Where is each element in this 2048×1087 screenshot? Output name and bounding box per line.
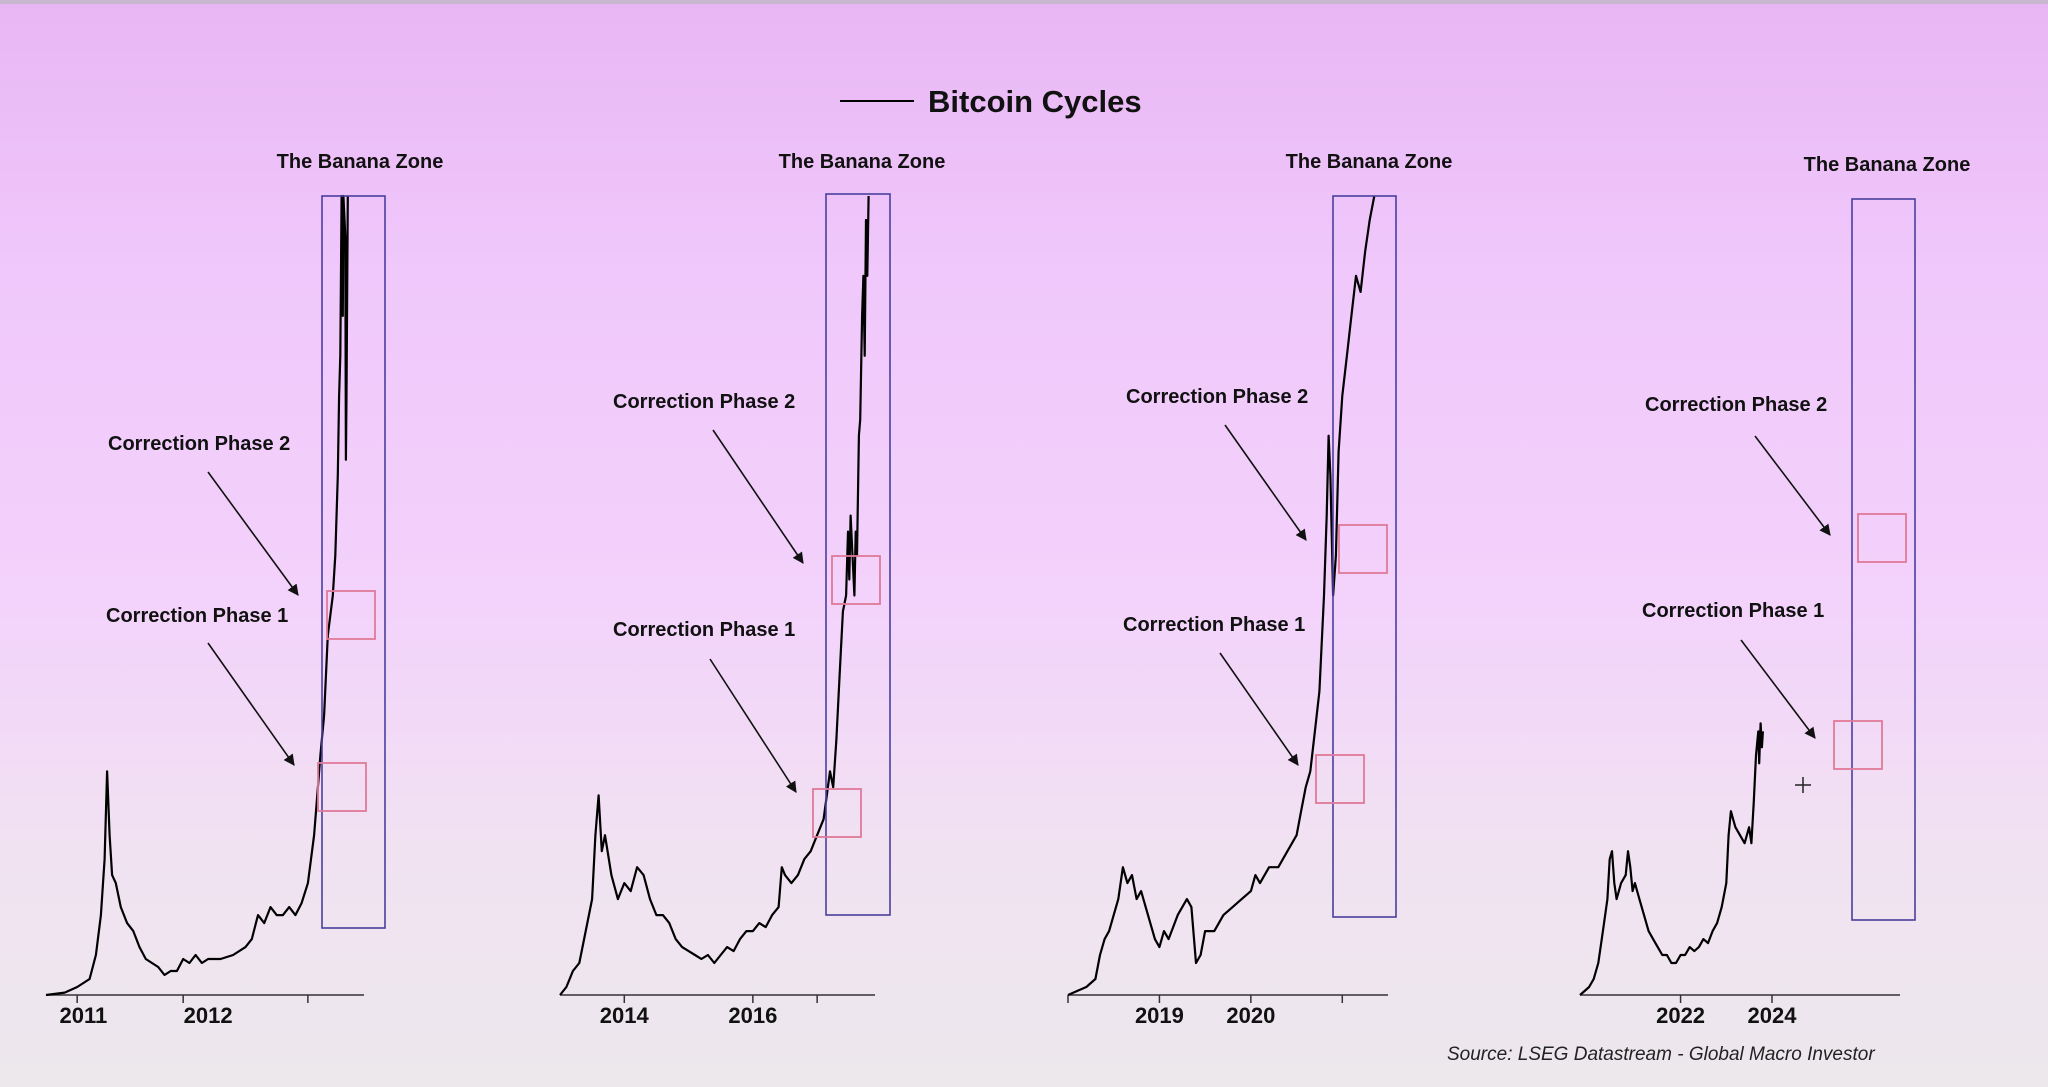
correction-phase-1-box xyxy=(317,762,367,812)
correction-phase-2-label: Correction Phase 2 xyxy=(108,433,290,455)
correction-phase-2-label: Correction Phase 2 xyxy=(1126,386,1308,408)
correction-phase-1-label: Correction Phase 1 xyxy=(1123,614,1305,636)
panel-cycle-2: 2014 2016 The Banana Zone Correction Phase … xyxy=(559,151,946,1028)
x-tick-label: 2020 xyxy=(1226,1003,1275,1028)
price-series-line xyxy=(1067,195,1376,997)
correction-phase-1-arrow xyxy=(1740,639,1816,739)
correction-phase-2-arrow xyxy=(1754,435,1831,536)
price-series-line xyxy=(559,195,870,996)
correction-phase-1-box xyxy=(1315,754,1365,804)
x-tick-label: 2012 xyxy=(184,1003,233,1028)
panel-cycle-4: 2022 2024 The Banana Zone Correction Phase … xyxy=(1579,154,1971,1028)
correction-phase-1-arrow xyxy=(709,658,797,793)
panel-cycle-3: 2019 2020 The Banana Zone Correction Phase … xyxy=(1067,151,1453,1028)
chart-title: Bitcoin Cycles xyxy=(928,84,1142,119)
crosshair-cursor-icon xyxy=(1795,777,1811,793)
correction-phase-1-label: Correction Phase 1 xyxy=(106,605,288,627)
x-tick-label: 2024 xyxy=(1748,1003,1798,1028)
x-tick-label: 2014 xyxy=(600,1003,650,1028)
correction-phase-2-arrow xyxy=(207,471,299,596)
correction-phase-1-box xyxy=(1833,720,1883,770)
chart-legend: Bitcoin Cycles xyxy=(840,84,1142,119)
banana-zone-label: The Banana Zone xyxy=(1804,154,1971,176)
correction-phase-2-box xyxy=(1857,513,1907,563)
banana-zone-box xyxy=(825,193,891,916)
correction-phase-1-box xyxy=(812,788,862,838)
correction-phase-2-box xyxy=(831,555,881,605)
x-tick-label: 2011 xyxy=(60,1003,108,1028)
x-tick-label: 2019 xyxy=(1135,1003,1184,1028)
x-tick-label: 2016 xyxy=(728,1003,777,1028)
correction-phase-2-arrow xyxy=(1224,424,1307,541)
panels: 2011 2012 The Banana Zone Correction Phase … xyxy=(45,151,1971,1028)
correction-phase-1-arrow xyxy=(1219,652,1299,766)
banana-zone-label: The Banana Zone xyxy=(1286,151,1453,173)
price-series-line xyxy=(45,194,349,997)
banana-zone-box xyxy=(1332,195,1397,918)
top-edge xyxy=(0,0,2048,4)
x-tick-label: 2022 xyxy=(1656,1003,1705,1028)
banana-zone-label: The Banana Zone xyxy=(779,151,946,173)
correction-phase-2-arrow xyxy=(712,429,804,564)
price-series-line xyxy=(1579,722,1764,996)
panel-cycle-1: 2011 2012 The Banana Zone Correction Phase … xyxy=(45,151,444,1028)
banana-zone-box xyxy=(1851,198,1916,921)
correction-phase-1-label: Correction Phase 1 xyxy=(1642,600,1824,622)
correction-phase-2-box xyxy=(1338,524,1388,574)
banana-zone-label: The Banana Zone xyxy=(277,151,444,173)
correction-phase-2-label: Correction Phase 2 xyxy=(1645,394,1827,416)
correction-phase-1-label: Correction Phase 1 xyxy=(613,619,795,641)
correction-phase-1-arrow xyxy=(207,642,295,766)
correction-phase-2-box xyxy=(326,590,376,640)
source-note: Source: LSEG Datastream - Global Macro I… xyxy=(1447,1044,1875,1065)
banana-zone-box xyxy=(321,195,386,929)
correction-phase-2-label: Correction Phase 2 xyxy=(613,391,795,413)
